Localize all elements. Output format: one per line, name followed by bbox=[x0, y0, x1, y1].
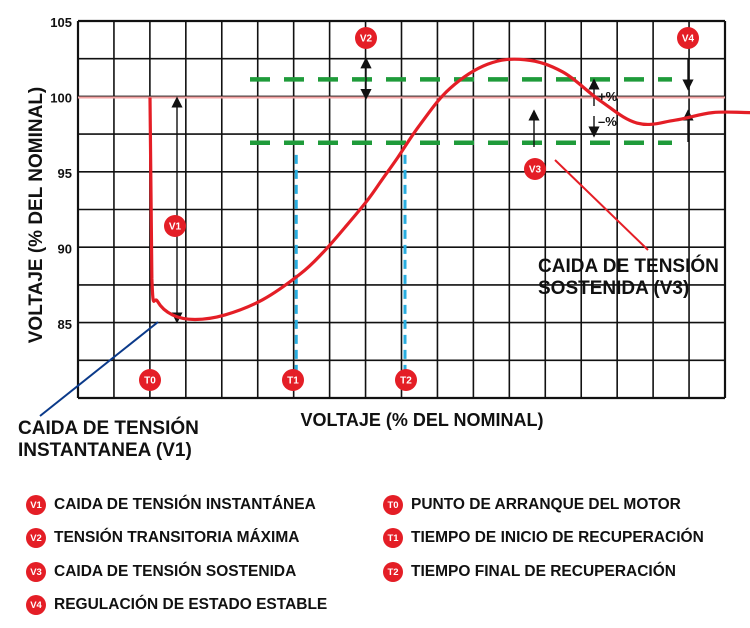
v4-badge-text: V4 bbox=[682, 34, 695, 45]
voltage-curve-group bbox=[148, 57, 750, 322]
v1-badge: V1 bbox=[26, 495, 46, 515]
legend-item-v1: V1 CAIDA DE TENSIÓN INSTANTÁNEA bbox=[26, 495, 316, 515]
legend-label: REGULACIÓN DE ESTADO ESTABLE bbox=[54, 596, 328, 613]
legend-item-t2: T2 TIEMPO FINAL DE RECUPERACIÓN bbox=[383, 562, 676, 582]
t1-badge bbox=[282, 369, 304, 391]
y-axis-label: VOLTAJE (% DEL NOMINAL) bbox=[26, 87, 47, 344]
legend-label: CAIDA DE TENSIÓN INSTANTÁNEA bbox=[54, 496, 316, 513]
tolerance-minus-label: –% bbox=[598, 114, 617, 129]
chart-grid bbox=[76, 19, 727, 400]
legend-item-t0: T0 PUNTO DE ARRANQUE DEL MOTOR bbox=[383, 495, 681, 515]
v2-badge-text: V2 bbox=[360, 34, 373, 45]
v4-badge: V4 bbox=[26, 595, 46, 615]
t2-badge bbox=[395, 369, 417, 391]
y-tick-label: 85 bbox=[58, 317, 72, 332]
t1-badge: T1 bbox=[383, 528, 403, 548]
legend-label: TIEMPO DE INICIO DE RECUPERACIÓN bbox=[411, 529, 704, 546]
t0-badge: T0 bbox=[383, 495, 403, 515]
t2-badge-text: T2 bbox=[400, 376, 412, 387]
v3-badge-text: V3 bbox=[529, 165, 542, 176]
y-tick-label: 95 bbox=[58, 166, 72, 181]
callout-lines bbox=[39, 159, 649, 417]
y-tick-labels: 85 90 95 100 105 bbox=[50, 15, 72, 332]
v1-badge bbox=[164, 215, 186, 237]
t2-badge: T2 bbox=[383, 562, 403, 582]
legend-label: TIEMPO FINAL DE RECUPERACIÓN bbox=[411, 563, 676, 580]
legend-item-v3: V3 CAIDA DE TENSIÓN SOSTENIDA bbox=[26, 562, 296, 582]
v3-badge: V3 bbox=[26, 562, 46, 582]
legend-label: PUNTO DE ARRANQUE DEL MOTOR bbox=[411, 496, 681, 513]
legend-label: TENSIÓN TRANSITORIA MÁXIMA bbox=[54, 529, 300, 546]
v3-badge bbox=[524, 158, 546, 180]
legend-label: CAIDA DE TENSIÓN SOSTENIDA bbox=[54, 563, 297, 580]
v3-callout-line bbox=[554, 159, 649, 251]
voltage-curve bbox=[148, 57, 750, 322]
t1-badge-text: T1 bbox=[287, 376, 299, 387]
x-axis-label: VOLTAJE (% DEL NOMINAL) bbox=[301, 410, 544, 430]
chart-badges: V1 V2 V3 V4 T0 T1 T2 bbox=[139, 27, 699, 391]
y-tick-label: 100 bbox=[50, 91, 72, 106]
v1-callout-line2: INSTANTANEA (V1) bbox=[18, 440, 192, 461]
v4-badge bbox=[677, 27, 699, 49]
legend-item-v2: V2 TENSIÓN TRANSITORIA MÁXIMA bbox=[26, 528, 299, 548]
t0-badge bbox=[139, 369, 161, 391]
v2-badge: V2 bbox=[26, 528, 46, 548]
v2-badge bbox=[355, 27, 377, 49]
v3-callout-line1: CAIDA DE TENSIÓN bbox=[538, 255, 719, 277]
v3-callout-line2: SOSTENIDA (V3) bbox=[538, 278, 689, 299]
t0-badge-text: T0 bbox=[144, 376, 156, 387]
v1-callout-line1: CAIDA DE TENSIÓN bbox=[18, 417, 199, 439]
v1-callout-line bbox=[39, 321, 159, 417]
y-tick-label: 90 bbox=[58, 242, 72, 257]
legend-item-v4: V4 REGULACIÓN DE ESTADO ESTABLE bbox=[26, 595, 327, 615]
y-tick-label: 105 bbox=[50, 15, 72, 30]
tolerance-plus-label: +% bbox=[598, 89, 618, 104]
legend-item-t1: T1 TIEMPO DE INICIO DE RECUPERACIÓN bbox=[383, 528, 704, 548]
time-marker-lines bbox=[294, 154, 407, 386]
v1-badge-text: V1 bbox=[169, 222, 182, 233]
